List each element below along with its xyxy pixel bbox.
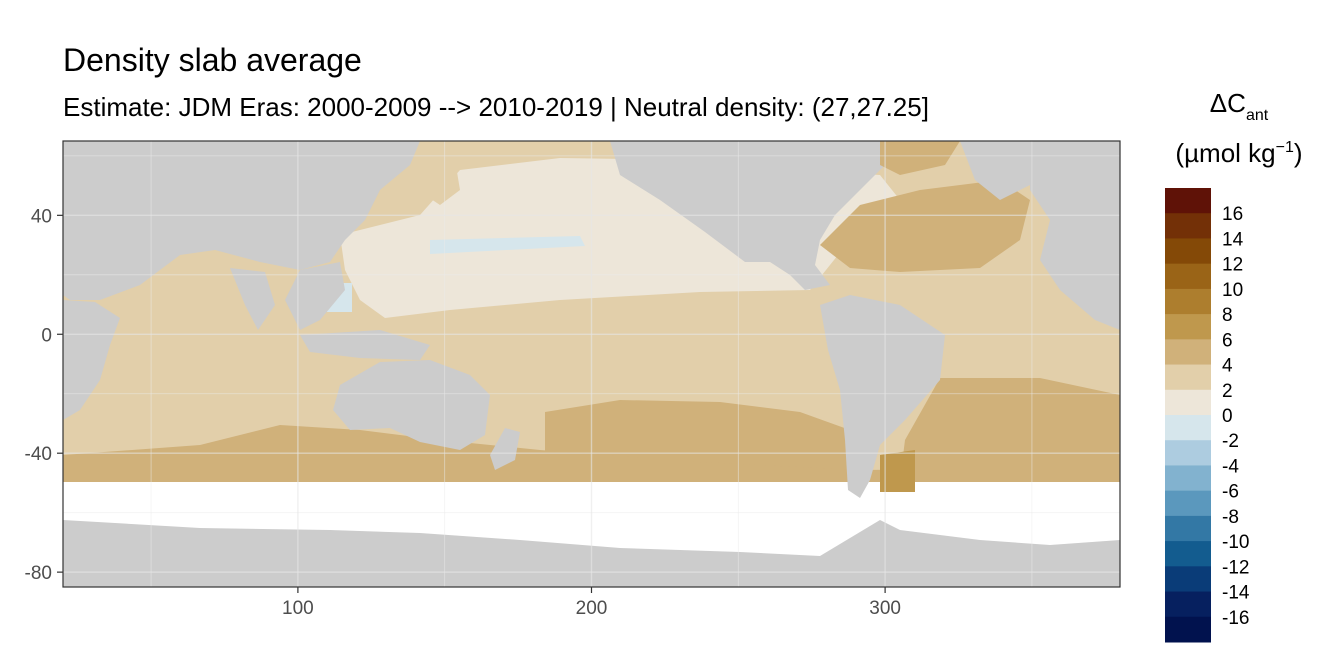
legend-label: 16: [1222, 204, 1243, 225]
legend-label: -6: [1222, 482, 1239, 503]
x-tick-label: 200: [576, 598, 608, 619]
legend-label: 4: [1222, 356, 1233, 377]
y-tick-label: -40: [25, 444, 52, 465]
legend-color-step: [1165, 389, 1211, 416]
x-tick-label: 100: [282, 598, 314, 619]
legend-label: -2: [1222, 431, 1239, 452]
legend-color-step: [1165, 288, 1211, 315]
legend-label: -12: [1222, 557, 1249, 578]
legend-label: -14: [1222, 583, 1250, 604]
australia: [333, 360, 490, 450]
eurasia-west: [63, 141, 420, 300]
africa-horn: [63, 300, 120, 420]
legend-color-step: [1165, 238, 1211, 265]
legend-color-step: [1165, 440, 1211, 466]
y-axis: 40 0 -40 -80: [25, 206, 63, 584]
x-axis: 100 200 300: [282, 587, 901, 619]
chart-subtitle: Estimate: JDM Eras: 2000-2009 --> 2010-2…: [63, 92, 929, 122]
legend-label: 2: [1222, 381, 1233, 402]
legend-label: 0: [1222, 406, 1233, 427]
legend-color-step: [1165, 616, 1211, 643]
legend-color-step: [1165, 364, 1211, 391]
legend-color-step: [1165, 263, 1211, 290]
chart-title: Density slab average: [63, 42, 362, 78]
legend-label: 8: [1222, 305, 1233, 326]
y-tick-label: 0: [41, 325, 52, 346]
legend-label: -16: [1222, 608, 1249, 629]
legend-color-step: [1165, 591, 1211, 618]
legend-label: 14: [1222, 229, 1244, 250]
south-america: [820, 295, 945, 498]
europe-africa-east: [1030, 141, 1120, 330]
legend-color-step: [1165, 314, 1211, 340]
legend-color-step: [1165, 566, 1211, 593]
region-north-atlantic: [820, 180, 1030, 272]
region-kuroshio-patch: [430, 236, 585, 254]
x-tick-label: 300: [869, 598, 901, 619]
legend-color-step: [1165, 415, 1211, 441]
legend-label: -8: [1222, 507, 1239, 528]
y-tick-label: 40: [31, 206, 52, 227]
maritime-continent: [300, 330, 430, 360]
legend-unit: (µmol kg−1): [1175, 138, 1302, 168]
legend-color-step: [1165, 490, 1211, 517]
region-argentine-basin: [880, 450, 915, 492]
legend-color-step: [1165, 339, 1211, 366]
legend-title: ΔCant: [1210, 88, 1269, 124]
legend-label: 6: [1222, 330, 1233, 351]
legend-color-step: [1165, 465, 1211, 492]
legend-labels: 16 14 12 10 8 6 4 2 0 -2 -4 -6 -8 -10 -12 -14 -16: [1222, 204, 1250, 629]
y-tick-label: -80: [25, 563, 52, 584]
legend-label: -4: [1222, 456, 1239, 477]
region-south-atlantic: [900, 378, 1120, 480]
region-southern-band: [63, 425, 1120, 482]
legend-color-step: [1165, 515, 1211, 542]
region-nordic-seas: [880, 141, 960, 175]
legend: ΔCant (µmol kg−1) 16 14 12 10 8 6 4 2 0 -2 -4 -6 -8 -…: [1165, 88, 1303, 643]
india: [230, 268, 275, 330]
legend-color-step: [1165, 541, 1211, 567]
southeast-asia: [285, 262, 345, 330]
legend-label: 12: [1222, 255, 1243, 276]
grid-lines: [63, 141, 1120, 587]
legend-color-step: [1165, 213, 1211, 239]
legend-colorbar: [1165, 188, 1211, 643]
legend-color-step: [1165, 188, 1211, 214]
region-okhotsk: [420, 160, 460, 205]
legend-label: -10: [1222, 532, 1249, 553]
new-zealand: [490, 428, 520, 470]
legend-label: 10: [1222, 280, 1243, 301]
